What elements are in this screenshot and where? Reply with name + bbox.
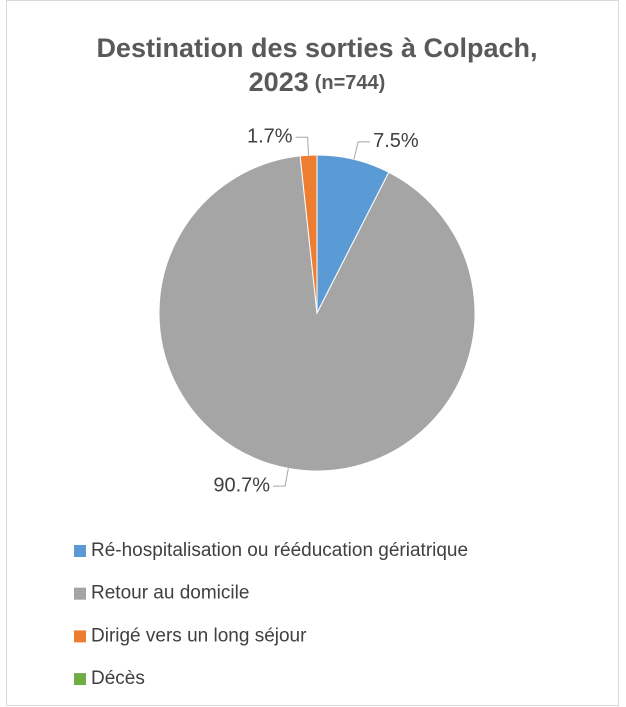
subtitle: (n=744): [315, 72, 386, 94]
leader-line: [295, 136, 310, 156]
legend-label: Décès: [91, 668, 145, 689]
data-label: 90.7%: [213, 474, 270, 496]
data-label: 1.7%: [247, 126, 293, 148]
data-label: 7.5%: [373, 130, 419, 152]
pie-slice: [158, 155, 476, 472]
legend-label: Ré-hospitalisation ou rééducation gériat…: [91, 540, 468, 561]
legend-swatch: [74, 673, 86, 686]
legend-label: Dirigé vers un long séjour: [91, 625, 307, 646]
leader-line: [273, 468, 289, 487]
chart-title: Destination des sorties à Colpach,: [96, 33, 537, 63]
legend-swatch: [74, 545, 86, 557]
leader-line: [353, 141, 371, 160]
legend-swatch: [74, 587, 86, 600]
legend-swatch: [74, 630, 86, 643]
legend-label: Retour au domicile: [91, 583, 249, 604]
chart-title-line2: 2023 (n=744): [249, 67, 386, 97]
title-year: 2023: [249, 67, 309, 97]
